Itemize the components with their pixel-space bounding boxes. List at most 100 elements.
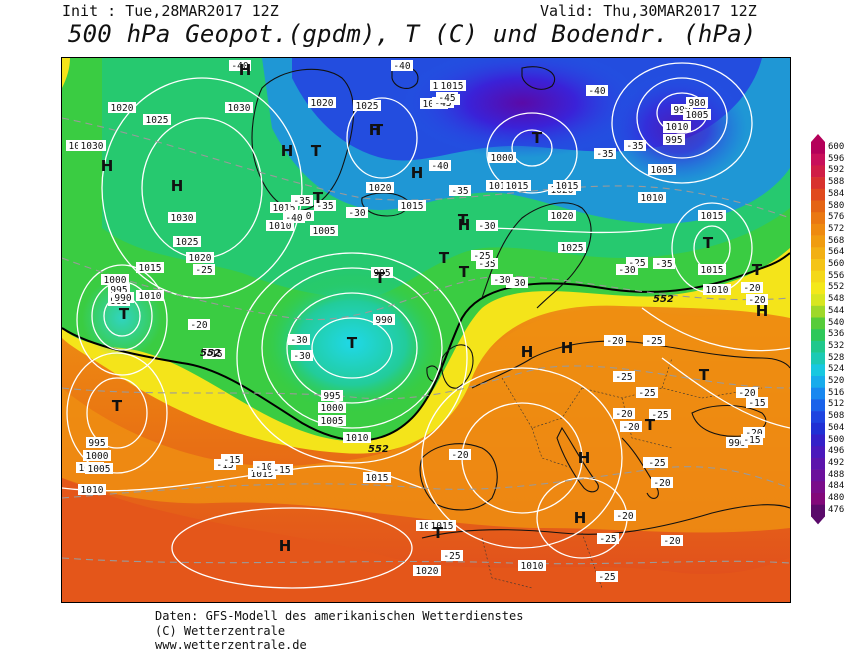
svg-text:1015: 1015 xyxy=(441,81,464,92)
svg-text:1015: 1015 xyxy=(701,211,724,222)
legend-label: 508 xyxy=(828,411,845,422)
svg-text:-40: -40 xyxy=(393,61,410,72)
svg-text:1010: 1010 xyxy=(269,221,292,232)
low-marker: T xyxy=(433,524,444,542)
pressure-label: 1010 xyxy=(663,121,691,133)
pressure-label: 995 xyxy=(86,437,108,449)
legend-cap-bottom xyxy=(811,516,825,525)
legend-label: 520 xyxy=(828,376,845,386)
legend-swatch xyxy=(811,376,825,388)
legend-swatch xyxy=(811,294,825,307)
pressure-label: 1015 xyxy=(270,202,298,214)
svg-text:-35: -35 xyxy=(478,259,495,270)
map-canvas: 1020102510301020102510051030103010151010… xyxy=(62,58,790,602)
temperature-label: -25 xyxy=(613,371,635,383)
legend-swatch xyxy=(811,422,825,435)
coastlines xyxy=(251,65,790,539)
legend-label: 576 xyxy=(828,212,845,223)
temperature-label: -20 xyxy=(613,408,635,420)
legend-label: 588 xyxy=(828,177,845,188)
low-marker: T xyxy=(112,397,123,415)
svg-text:1015: 1015 xyxy=(506,181,529,192)
pressure-label: 995 xyxy=(371,267,393,279)
svg-text:1010: 1010 xyxy=(641,193,664,204)
high-marker: H xyxy=(369,121,382,139)
legend-label: 540 xyxy=(828,317,845,328)
legend-label: 500 xyxy=(828,434,845,445)
low-marker: T xyxy=(311,142,322,160)
pressure-label: 1030 xyxy=(225,102,253,114)
svg-text:-15: -15 xyxy=(205,349,222,360)
svg-text:-30: -30 xyxy=(618,265,635,276)
legend-label: 592 xyxy=(828,165,845,176)
svg-text:-15: -15 xyxy=(216,460,233,471)
svg-text:1000: 1000 xyxy=(321,403,344,414)
legend-swatch xyxy=(811,188,825,201)
legend-swatch xyxy=(811,364,825,377)
map-labels: 1020102510301020102510051030103010151010… xyxy=(66,60,768,583)
temperature-label: -20 xyxy=(614,510,636,522)
temperature-label: -25 xyxy=(626,257,648,269)
svg-text:-20: -20 xyxy=(748,295,765,306)
legend-label: 600 xyxy=(828,142,845,152)
temperature-label: -20 xyxy=(661,535,683,547)
svg-text:-40: -40 xyxy=(285,213,302,224)
svg-text:-25: -25 xyxy=(638,388,655,399)
legend-swatch xyxy=(811,493,825,505)
pressure-label: 1005 xyxy=(648,164,676,176)
contour-552-label: 552 xyxy=(368,444,389,455)
svg-text:-20: -20 xyxy=(743,283,760,294)
svg-text:-20: -20 xyxy=(653,478,670,489)
pressure-label: 1005 xyxy=(318,415,346,427)
temperature-label: -40 xyxy=(391,60,413,72)
pressure-label: 1015 xyxy=(698,210,726,222)
pressure-label: 1015 xyxy=(553,180,581,192)
svg-text:1030: 1030 xyxy=(228,103,251,114)
temperature-label: -25 xyxy=(597,533,619,545)
svg-text:-25: -25 xyxy=(599,534,616,545)
pressure-label: 1010 xyxy=(136,290,164,302)
high-marker: H xyxy=(239,61,252,79)
svg-text:1010: 1010 xyxy=(346,433,369,444)
svg-text:1015: 1015 xyxy=(366,473,389,484)
svg-text:-45: -45 xyxy=(438,93,455,104)
legend-label: 596 xyxy=(828,153,845,164)
high-marker: H xyxy=(281,142,294,160)
legend-label: 560 xyxy=(828,259,845,269)
svg-text:-30: -30 xyxy=(293,351,310,362)
low-marker: T xyxy=(439,249,450,267)
pressure-label: 1030 xyxy=(168,212,196,224)
pressure-label: 1025 xyxy=(143,114,171,126)
svg-text:-35: -35 xyxy=(316,201,333,212)
pressure-label: 1000 xyxy=(318,402,346,414)
svg-text:995: 995 xyxy=(88,438,105,449)
temperature-label: -25 xyxy=(636,387,658,399)
pressure-label: 1030 xyxy=(78,140,106,152)
svg-text:990: 990 xyxy=(375,315,392,326)
temperature-label: -20 xyxy=(651,477,673,489)
svg-text:1010: 1010 xyxy=(81,485,104,496)
temperature-label: -20 xyxy=(604,335,626,347)
svg-text:-35: -35 xyxy=(451,186,468,197)
legend-label: 516 xyxy=(828,387,845,398)
svg-text:1005: 1005 xyxy=(321,416,344,427)
svg-text:990: 990 xyxy=(673,105,690,116)
temperature-label: -30 xyxy=(346,207,368,219)
svg-text:1010: 1010 xyxy=(666,122,689,133)
low-marker: T xyxy=(699,366,710,384)
legend-label: 480 xyxy=(828,493,845,503)
svg-text:995: 995 xyxy=(323,391,340,402)
pressure-label: 1015 xyxy=(248,468,276,480)
svg-text:1015: 1015 xyxy=(401,201,424,212)
low-marker: T xyxy=(752,261,763,279)
temperature-label: -35 xyxy=(314,200,336,212)
legend-label: 572 xyxy=(828,223,845,234)
legend-cap-top xyxy=(811,134,825,142)
temperature-label: -20 xyxy=(746,294,768,306)
isotherms xyxy=(62,117,790,565)
legend-swatch xyxy=(811,200,825,213)
svg-text:-40: -40 xyxy=(588,86,605,97)
init-time: Init : Tue,28MAR2017 12Z xyxy=(62,2,279,20)
svg-text:1025: 1025 xyxy=(356,101,379,112)
svg-text:-25: -25 xyxy=(598,572,615,583)
